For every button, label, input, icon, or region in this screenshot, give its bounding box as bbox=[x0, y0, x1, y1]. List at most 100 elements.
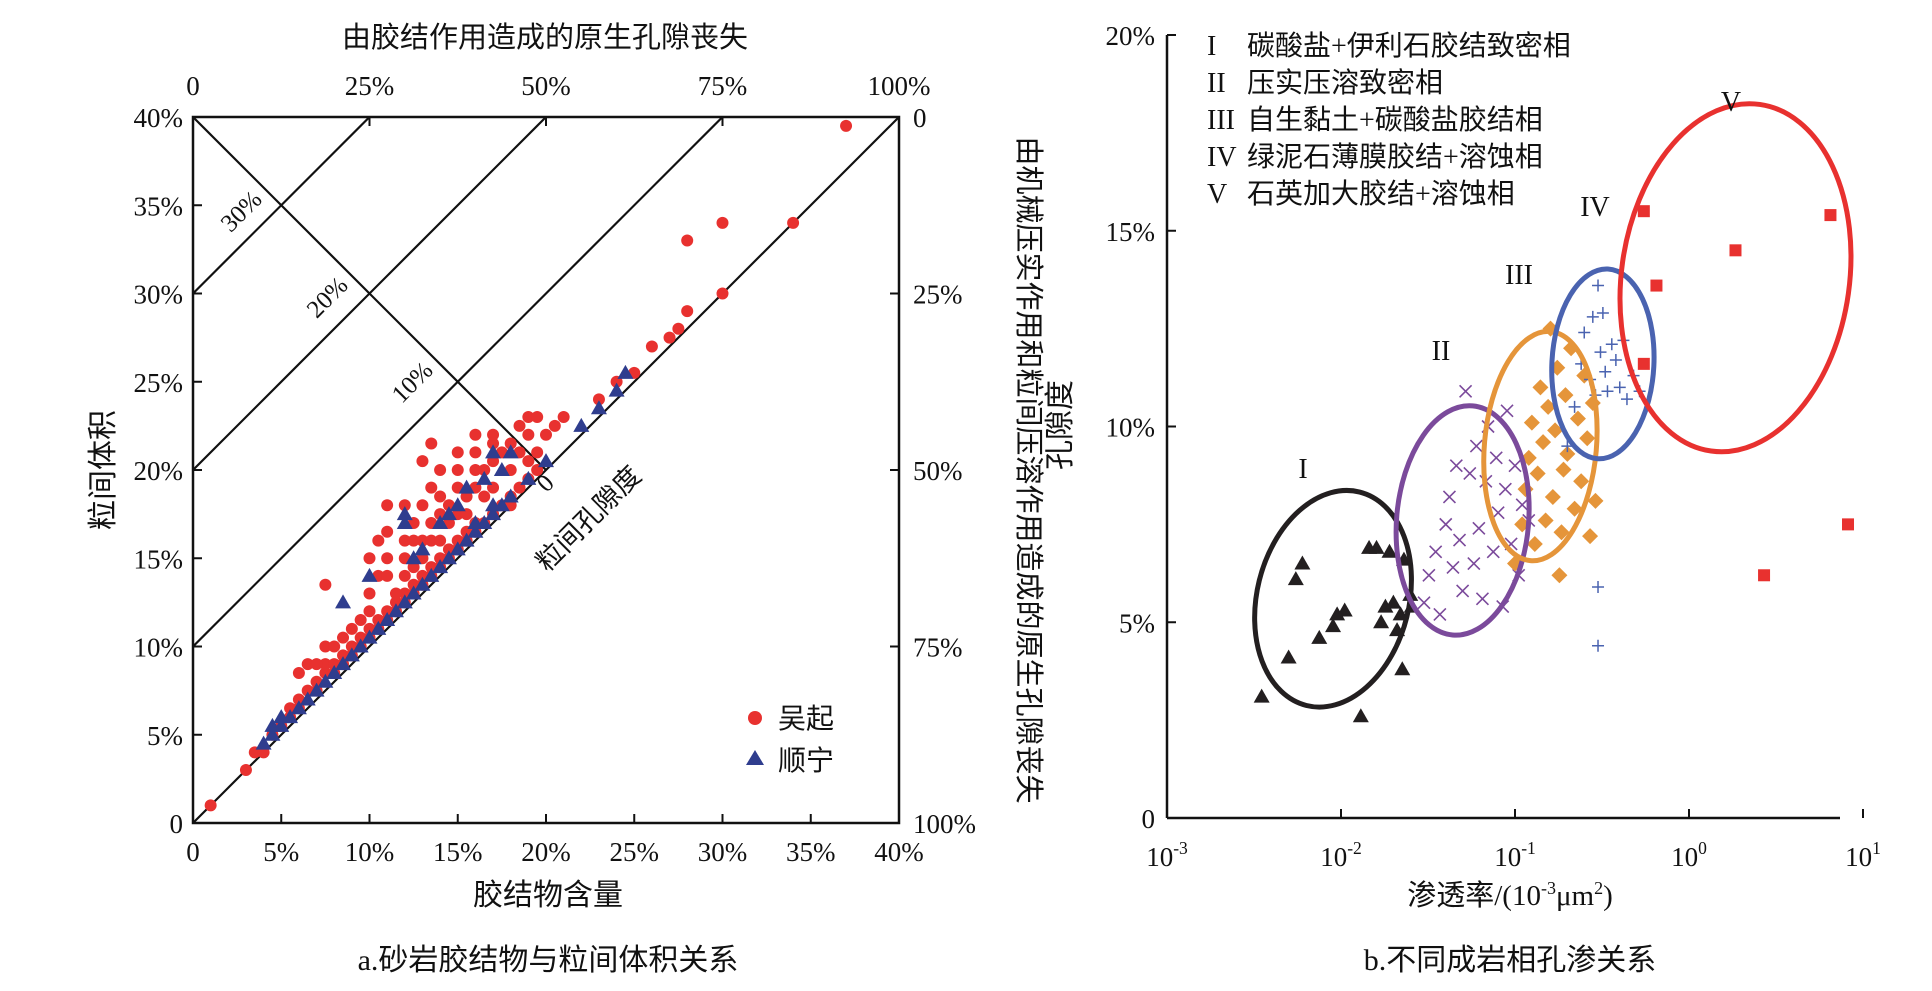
facies-iv-point bbox=[1601, 385, 1614, 398]
facies-ii-point bbox=[1498, 482, 1512, 496]
wuqi-point bbox=[239, 764, 252, 777]
facies-iii-ellipse bbox=[1481, 328, 1600, 564]
shunning-point bbox=[335, 594, 352, 609]
facies-i-point bbox=[1329, 606, 1346, 621]
shunning-point bbox=[608, 382, 625, 397]
facies-iii-label: III bbox=[1505, 260, 1533, 291]
y-tick-label: 15% bbox=[134, 544, 184, 574]
wuqi-point bbox=[557, 411, 570, 424]
shunning-point bbox=[317, 673, 334, 688]
facies-v-ellipse bbox=[1617, 101, 1854, 455]
shunning-point bbox=[335, 656, 352, 671]
right-tick-label: 50% bbox=[913, 456, 963, 486]
facies-iv-point bbox=[1592, 639, 1605, 652]
wuqi-point bbox=[469, 464, 482, 476]
facies-iv-label: IV bbox=[1580, 192, 1610, 223]
facies-iii-point bbox=[1537, 512, 1554, 529]
shunning-point bbox=[396, 594, 413, 609]
wuqi-point bbox=[204, 799, 217, 812]
facies-v-point bbox=[1842, 518, 1855, 531]
shunning-point bbox=[617, 364, 634, 379]
facies-v-point bbox=[1650, 279, 1663, 292]
panel-a-right-tick-labels: 0 25% 50% 75% 100% bbox=[913, 103, 976, 839]
panel-b-x-tick-label: 101 bbox=[1845, 838, 1881, 872]
panel-a-legend: 吴起 顺宁 bbox=[746, 704, 834, 777]
shunning-point bbox=[458, 532, 475, 547]
facies-iii-point bbox=[1540, 398, 1557, 415]
wuqi-point bbox=[522, 455, 535, 468]
panel-b: 05%10%15%20% 10-3 10-2 10-1 100 101 IIIIIIIV… bbox=[1044, 21, 1881, 977]
facies-iii-point bbox=[1587, 492, 1604, 509]
wuqi-point bbox=[672, 322, 685, 335]
facies-ii-point bbox=[1417, 596, 1431, 610]
legend-label-wuqi: 吴起 bbox=[778, 704, 834, 735]
facies-ii-point bbox=[1449, 459, 1463, 473]
panel-b-y-tick-label: 0 bbox=[1142, 804, 1156, 834]
facies-i-point bbox=[1381, 543, 1398, 558]
facies-iii-point bbox=[1529, 465, 1546, 482]
panel-b-y-tick-label: 15% bbox=[1106, 217, 1156, 247]
facies-i-ellipse bbox=[1252, 487, 1414, 710]
wuqi-point bbox=[407, 534, 420, 547]
shunning-point bbox=[485, 444, 502, 459]
wuqi-point bbox=[301, 658, 314, 671]
panel-b-x-tick-labels: 10-3 10-2 10-1 100 101 bbox=[1146, 838, 1881, 872]
legend-marker-wuqi bbox=[748, 711, 762, 725]
wuqi-point bbox=[451, 446, 464, 459]
shunning-point bbox=[387, 603, 404, 618]
shunning-point bbox=[538, 453, 554, 468]
x-tick-label: 30% bbox=[698, 837, 748, 867]
right-tick-label: 100% bbox=[913, 809, 976, 839]
shunning-point bbox=[432, 559, 449, 574]
wuqi-point bbox=[310, 658, 323, 671]
legend-roman-5: V bbox=[1207, 179, 1227, 210]
legend-name-4: 绿泥石薄膜胶结+溶蚀相 bbox=[1247, 141, 1543, 173]
wuqi-point bbox=[381, 552, 394, 565]
wuqi-point bbox=[381, 525, 394, 538]
shunning-point bbox=[343, 647, 360, 662]
facies-i-point bbox=[1373, 614, 1390, 629]
legend-roman-2: II bbox=[1207, 68, 1226, 99]
facies-ii-point bbox=[1452, 533, 1467, 547]
facies-ii-point bbox=[1472, 521, 1486, 535]
panel-b-data-points bbox=[1253, 205, 1855, 723]
facies-ii-point bbox=[1486, 545, 1500, 559]
right-axis-label: 由机械压实作用和粒间压溶作用造成的原生孔隙丧失 bbox=[1012, 136, 1045, 803]
facies-v-point bbox=[1729, 244, 1742, 257]
wuqi-point bbox=[319, 640, 332, 653]
facies-iv-point bbox=[1578, 326, 1591, 339]
panel-b-x-axis-label: 渗透率/(10-3μm2) bbox=[1407, 878, 1613, 912]
facies-v-point bbox=[1758, 569, 1771, 582]
wuqi-point bbox=[319, 578, 332, 591]
wuqi-point bbox=[319, 658, 332, 671]
y-tick-label: 30% bbox=[134, 280, 184, 310]
facies-v-label: V bbox=[1721, 87, 1741, 118]
wuqi-point bbox=[592, 393, 605, 406]
panel-b-y-tick-label: 20% bbox=[1106, 21, 1156, 51]
right-tick-label: 0 bbox=[913, 103, 927, 133]
shunning-point bbox=[449, 497, 466, 512]
shunning-point bbox=[440, 550, 457, 565]
shunning-point bbox=[299, 691, 316, 706]
facies-ii-point bbox=[1433, 607, 1447, 621]
facies-iii-point bbox=[1559, 445, 1576, 462]
shunning-point bbox=[405, 550, 422, 565]
panel-a-tick-marks bbox=[192, 116, 900, 824]
shunning-point bbox=[414, 576, 431, 591]
shunning-point bbox=[308, 682, 325, 697]
wuqi-point bbox=[372, 534, 385, 547]
x-tick-label: 10% bbox=[345, 837, 395, 867]
wuqi-point bbox=[398, 569, 411, 582]
shunning-point bbox=[590, 400, 607, 415]
facies-i-point bbox=[1294, 555, 1311, 570]
x-tick-label: 25% bbox=[610, 837, 660, 867]
facies-iv-point bbox=[1592, 279, 1605, 292]
facies-ii-point bbox=[1456, 584, 1470, 598]
y-tick-label: 20% bbox=[134, 456, 184, 486]
wuqi-point bbox=[487, 428, 500, 441]
panel-b-y-tick-label: 5% bbox=[1119, 608, 1155, 638]
right-tick-label: 75% bbox=[913, 633, 963, 663]
top-tick-label: 0 bbox=[186, 71, 200, 101]
facies-ii-point bbox=[1475, 592, 1490, 606]
